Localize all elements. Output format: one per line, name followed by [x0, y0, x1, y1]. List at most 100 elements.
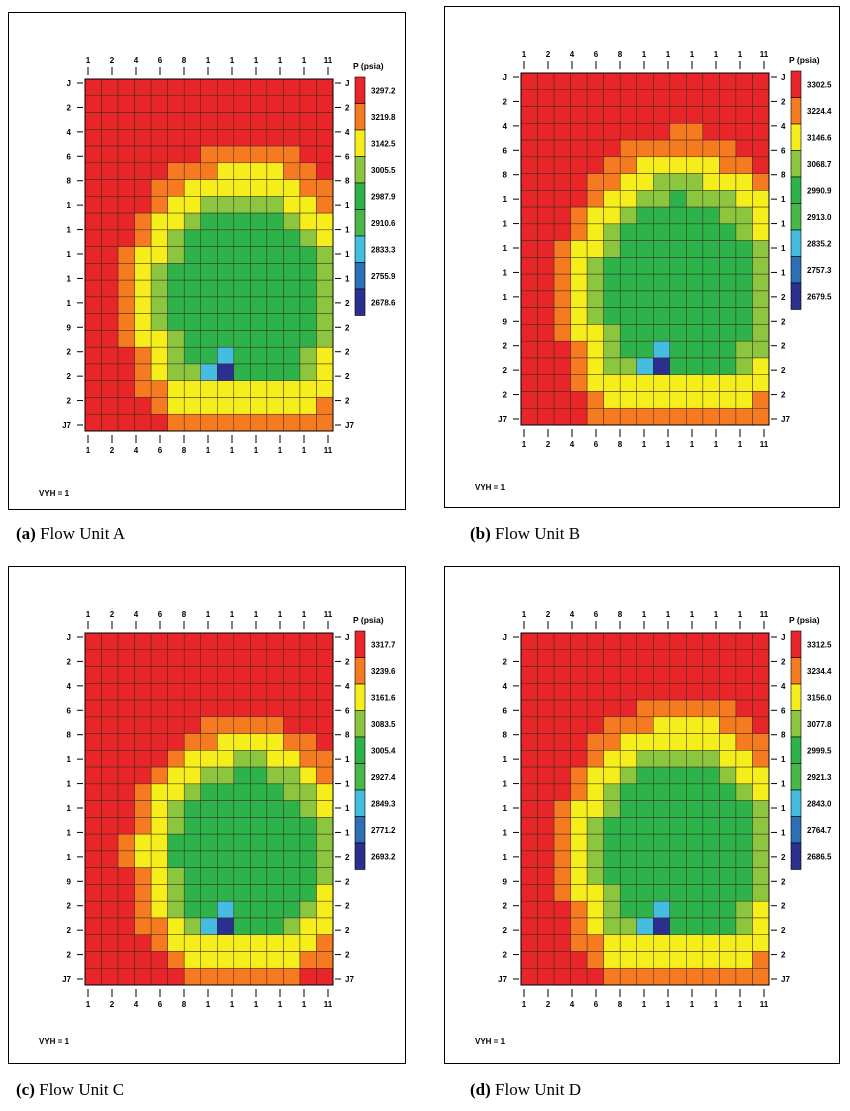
legend-swatch [354, 182, 366, 210]
grid-cell [586, 867, 604, 885]
col-label-bottom: 1 [86, 1000, 91, 1009]
grid-cell [752, 733, 770, 751]
grid-cell [586, 934, 604, 952]
vyh-label: VYH = 1 [39, 1037, 70, 1046]
grid-cell [167, 196, 185, 214]
row-label-left: 1 [67, 250, 72, 259]
grid-cell [150, 397, 168, 415]
grid-cell [570, 89, 588, 107]
grid-cell [669, 917, 687, 935]
grid-cell [735, 89, 753, 107]
grid-cell [537, 391, 555, 409]
grid-cell [735, 951, 753, 969]
grid-cell [101, 112, 119, 130]
row-label-right: 6 [345, 706, 350, 715]
grid-cell [150, 884, 168, 902]
grid-cell [686, 206, 704, 225]
grid-cell [117, 95, 135, 113]
grid-cell [84, 129, 102, 147]
grid-cell [101, 296, 119, 314]
grid-cell [150, 263, 168, 281]
grid-cell [686, 867, 704, 885]
col-label-bottom: 1 [714, 1000, 719, 1009]
grid-cell [250, 716, 268, 734]
grid-cell [603, 357, 621, 375]
grid-cell [250, 246, 268, 264]
row-label-right: 2 [781, 951, 786, 960]
grid-cell [84, 917, 102, 935]
grid-cell [299, 783, 317, 801]
grid-cell [283, 783, 301, 801]
grid-cell [299, 766, 317, 785]
grid-cell [150, 716, 168, 734]
grid-cell [250, 800, 268, 818]
grid-cell [586, 649, 604, 667]
grid-cell [233, 683, 251, 701]
row-label-left: 1 [503, 293, 508, 302]
grid-cell [266, 766, 284, 785]
grid-cell [283, 683, 301, 701]
grid-cell [735, 106, 753, 124]
grid-cell [669, 72, 687, 91]
grid-cell [101, 917, 119, 935]
grid-cell [520, 666, 538, 684]
grid-cell [619, 733, 637, 751]
grid-cell [150, 766, 168, 785]
grid-cell [134, 363, 152, 381]
row-label-left: 2 [503, 951, 508, 960]
grid-cell [586, 750, 604, 768]
grid-cell [183, 733, 201, 751]
row-label-left: 2 [67, 348, 72, 357]
grid-cell [586, 800, 604, 818]
grid-cell [752, 716, 770, 734]
grid-cell [520, 324, 538, 342]
grid-cell [200, 884, 218, 902]
caption-prefix: (c) [16, 1080, 35, 1099]
grid-cell [250, 95, 268, 113]
grid-cell [299, 330, 317, 348]
grid-cell [735, 374, 753, 392]
grid-cell [266, 683, 284, 701]
legend-swatch [354, 262, 366, 290]
grid-cell [653, 934, 671, 952]
grid-cell [233, 212, 251, 231]
col-label-bottom: 6 [158, 1000, 163, 1009]
grid-cell [586, 206, 604, 225]
grid-cell [134, 346, 152, 365]
grid-cell [603, 817, 621, 835]
legend-swatch [354, 763, 366, 791]
grid-cell [702, 89, 720, 107]
grid-cell [316, 666, 334, 684]
row-label-right: 4 [345, 128, 350, 137]
grid-cell [669, 817, 687, 835]
grid-cell [101, 850, 119, 868]
grid-cell [570, 649, 588, 667]
grid-cell [586, 324, 604, 342]
grid-cell [537, 374, 555, 392]
grid-cell [134, 716, 152, 734]
grid-cell [603, 850, 621, 868]
grid-cell [150, 800, 168, 818]
grid-cell [653, 716, 671, 734]
row-label-right: 2 [781, 342, 786, 351]
grid-cell [283, 733, 301, 751]
grid-cell [134, 229, 152, 247]
grid-cell [233, 967, 251, 986]
col-label-bottom: 11 [760, 440, 769, 449]
legend-swatch [354, 736, 366, 764]
grid-cell [537, 123, 555, 141]
col-label-top: 6 [594, 610, 599, 619]
grid-cell [603, 683, 621, 701]
grid-cell [537, 257, 555, 275]
legend-title: P (psia) [353, 615, 384, 625]
grid-cell [101, 716, 119, 734]
grid-cell [537, 800, 555, 818]
grid-cell [167, 683, 185, 701]
grid-cell [702, 884, 720, 902]
grid-cell [719, 766, 737, 785]
grid-cell [553, 934, 571, 952]
grid-cell [316, 800, 334, 818]
grid-cell [299, 380, 317, 398]
grid-cell [719, 324, 737, 342]
grid-cell [200, 413, 218, 432]
